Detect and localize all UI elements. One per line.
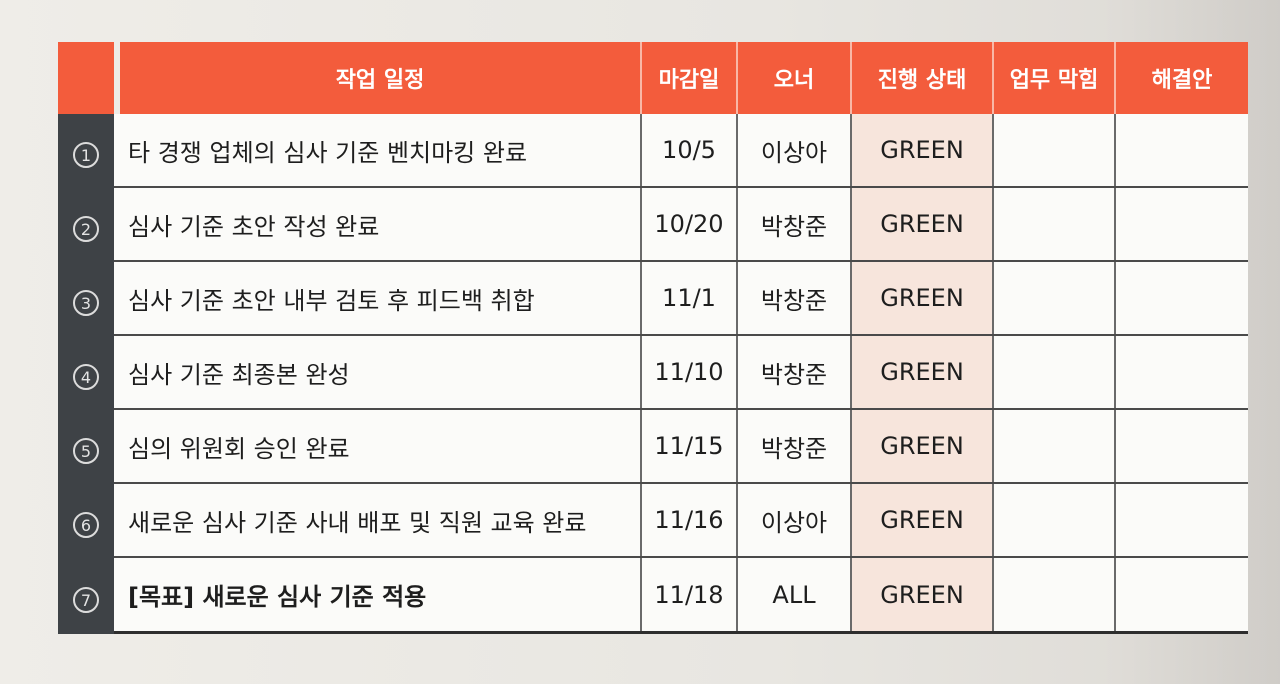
due-cell: 11/15	[642, 410, 738, 482]
owner-cell: 이상아	[738, 114, 852, 186]
row-number-badge: 2	[73, 216, 99, 242]
blocker-cell	[994, 262, 1116, 334]
status-cell: GREEN	[852, 262, 994, 334]
solution-cell	[1116, 114, 1248, 186]
owner-cell: 이상아	[738, 484, 852, 556]
status-cell: GREEN	[852, 188, 994, 260]
table-row: 심사 기준 최종본 완성 11/10 박창준 GREEN	[114, 336, 1248, 410]
status-cell: GREEN	[852, 410, 994, 482]
header-task: 작업 일정	[120, 42, 642, 114]
status-cell: GREEN	[852, 558, 994, 631]
table-row: 심사 기준 초안 작성 완료 10/20 박창준 GREEN	[114, 188, 1248, 262]
owner-cell: ALL	[738, 558, 852, 631]
task-cell: 심의 위원회 승인 완료	[114, 410, 642, 482]
solution-cell	[1116, 188, 1248, 260]
due-cell: 10/20	[642, 188, 738, 260]
status-cell: GREEN	[852, 336, 994, 408]
owner-cell: 박창준	[738, 262, 852, 334]
task-cell: 심사 기준 초안 내부 검토 후 피드백 취합	[114, 262, 642, 334]
row-number-badge: 4	[73, 364, 99, 390]
owner-cell: 박창준	[738, 410, 852, 482]
solution-cell	[1116, 262, 1248, 334]
table-header: 작업 일정 마감일 오너 진행 상태 업무 막힘 해결안	[120, 42, 1248, 114]
task-cell: [목표] 새로운 심사 기준 적용	[114, 558, 642, 631]
row-number-badge: 5	[73, 438, 99, 464]
blocker-cell	[994, 558, 1116, 631]
header-blocker: 업무 막힘	[994, 42, 1116, 114]
due-cell: 11/18	[642, 558, 738, 631]
header-due: 마감일	[642, 42, 738, 114]
table-row: 새로운 심사 기준 사내 배포 및 직원 교육 완료 11/16 이상아 GRE…	[114, 484, 1248, 558]
task-cell: 새로운 심사 기준 사내 배포 및 직원 교육 완료	[114, 484, 642, 556]
table-row: 심의 위원회 승인 완료 11/15 박창준 GREEN	[114, 410, 1248, 484]
due-cell: 10/5	[642, 114, 738, 186]
owner-cell: 박창준	[738, 188, 852, 260]
table-body: 타 경쟁 업체의 심사 기준 벤치마킹 완료 10/5 이상아 GREEN 심사…	[114, 114, 1248, 634]
table-row: 타 경쟁 업체의 심사 기준 벤치마킹 완료 10/5 이상아 GREEN	[114, 114, 1248, 188]
due-cell: 11/10	[642, 336, 738, 408]
task-cell: 심사 기준 최종본 완성	[114, 336, 642, 408]
row-number-badge: 7	[73, 587, 99, 613]
table-row: 심사 기준 초안 내부 검토 후 피드백 취합 11/1 박창준 GREEN	[114, 262, 1248, 336]
solution-cell	[1116, 558, 1248, 631]
table-row: [목표] 새로운 심사 기준 적용 11/18 ALL GREEN	[114, 558, 1248, 634]
status-cell: GREEN	[852, 114, 994, 186]
blocker-cell	[994, 114, 1116, 186]
solution-cell	[1116, 336, 1248, 408]
owner-cell: 박창준	[738, 336, 852, 408]
solution-cell	[1116, 484, 1248, 556]
row-number-badge: 6	[73, 512, 99, 538]
blocker-cell	[994, 410, 1116, 482]
header-owner: 오너	[738, 42, 852, 114]
blocker-cell	[994, 484, 1116, 556]
blocker-cell	[994, 188, 1116, 260]
task-cell: 심사 기준 초안 작성 완료	[114, 188, 642, 260]
solution-cell	[1116, 410, 1248, 482]
header-status: 진행 상태	[852, 42, 994, 114]
header-solution: 해결안	[1116, 42, 1248, 114]
due-cell: 11/1	[642, 262, 738, 334]
row-number-badge: 3	[73, 290, 99, 316]
row-number-badge: 1	[73, 142, 99, 168]
blocker-cell	[994, 336, 1116, 408]
header-corner	[58, 42, 114, 114]
due-cell: 11/16	[642, 484, 738, 556]
schedule-table: 작업 일정 마감일 오너 진행 상태 업무 막힘 해결안 타 경쟁 업체의 심사…	[58, 42, 1248, 634]
task-cell: 타 경쟁 업체의 심사 기준 벤치마킹 완료	[114, 114, 642, 186]
status-cell: GREEN	[852, 484, 994, 556]
